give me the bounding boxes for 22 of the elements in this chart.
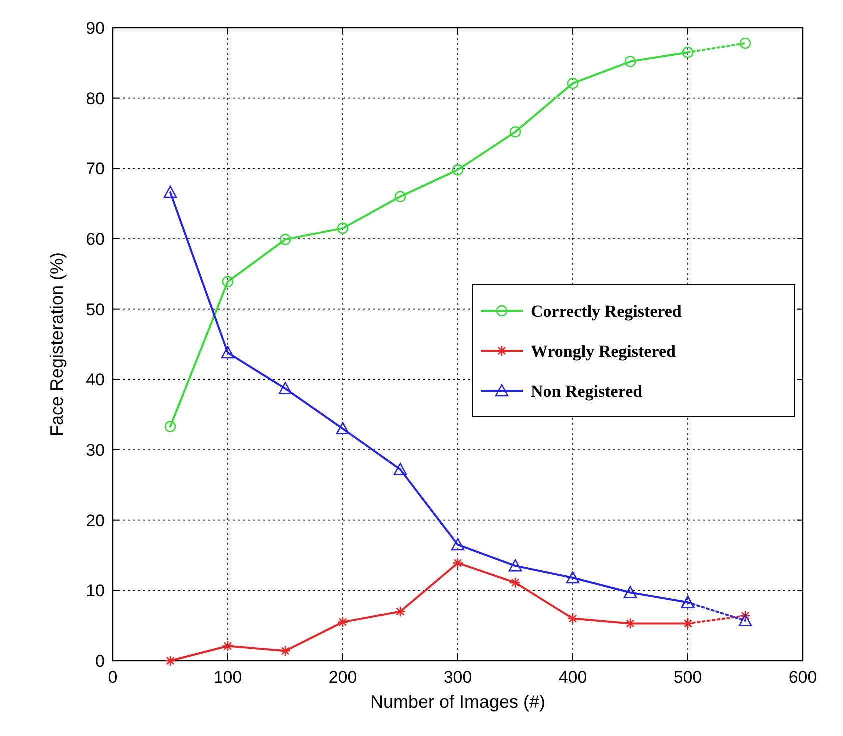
x-tick-label: 0 (108, 668, 118, 687)
y-tick-label: 0 (96, 652, 105, 671)
legend-label: Correctly Registered (531, 302, 682, 321)
y-tick-label: 20 (86, 511, 105, 530)
x-tick-label: 100 (214, 668, 242, 687)
y-tick-label: 90 (86, 19, 105, 38)
y-tick-label: 40 (86, 370, 105, 390)
legend-label: Non Registered (531, 382, 644, 401)
x-tick-label: 600 (788, 668, 818, 687)
x-tick-label: 200 (328, 668, 358, 687)
y-tick-label: 70 (86, 160, 105, 179)
x-tick-label: 500 (674, 668, 702, 687)
y-axis-title: Face Registeration (%) (47, 252, 67, 437)
y-tick-label: 10 (86, 582, 105, 601)
y-tick-label: 60 (86, 230, 105, 249)
y-tick-label: 30 (86, 441, 105, 460)
y-tick-label: 80 (86, 89, 105, 108)
x-tick-label: 400 (558, 668, 588, 687)
y-tick-label: 50 (86, 300, 105, 320)
legend-label: Wrongly Registered (531, 342, 677, 361)
x-axis-title: Number of Images (#) (370, 692, 546, 712)
x-tick-label: 300 (444, 668, 472, 687)
